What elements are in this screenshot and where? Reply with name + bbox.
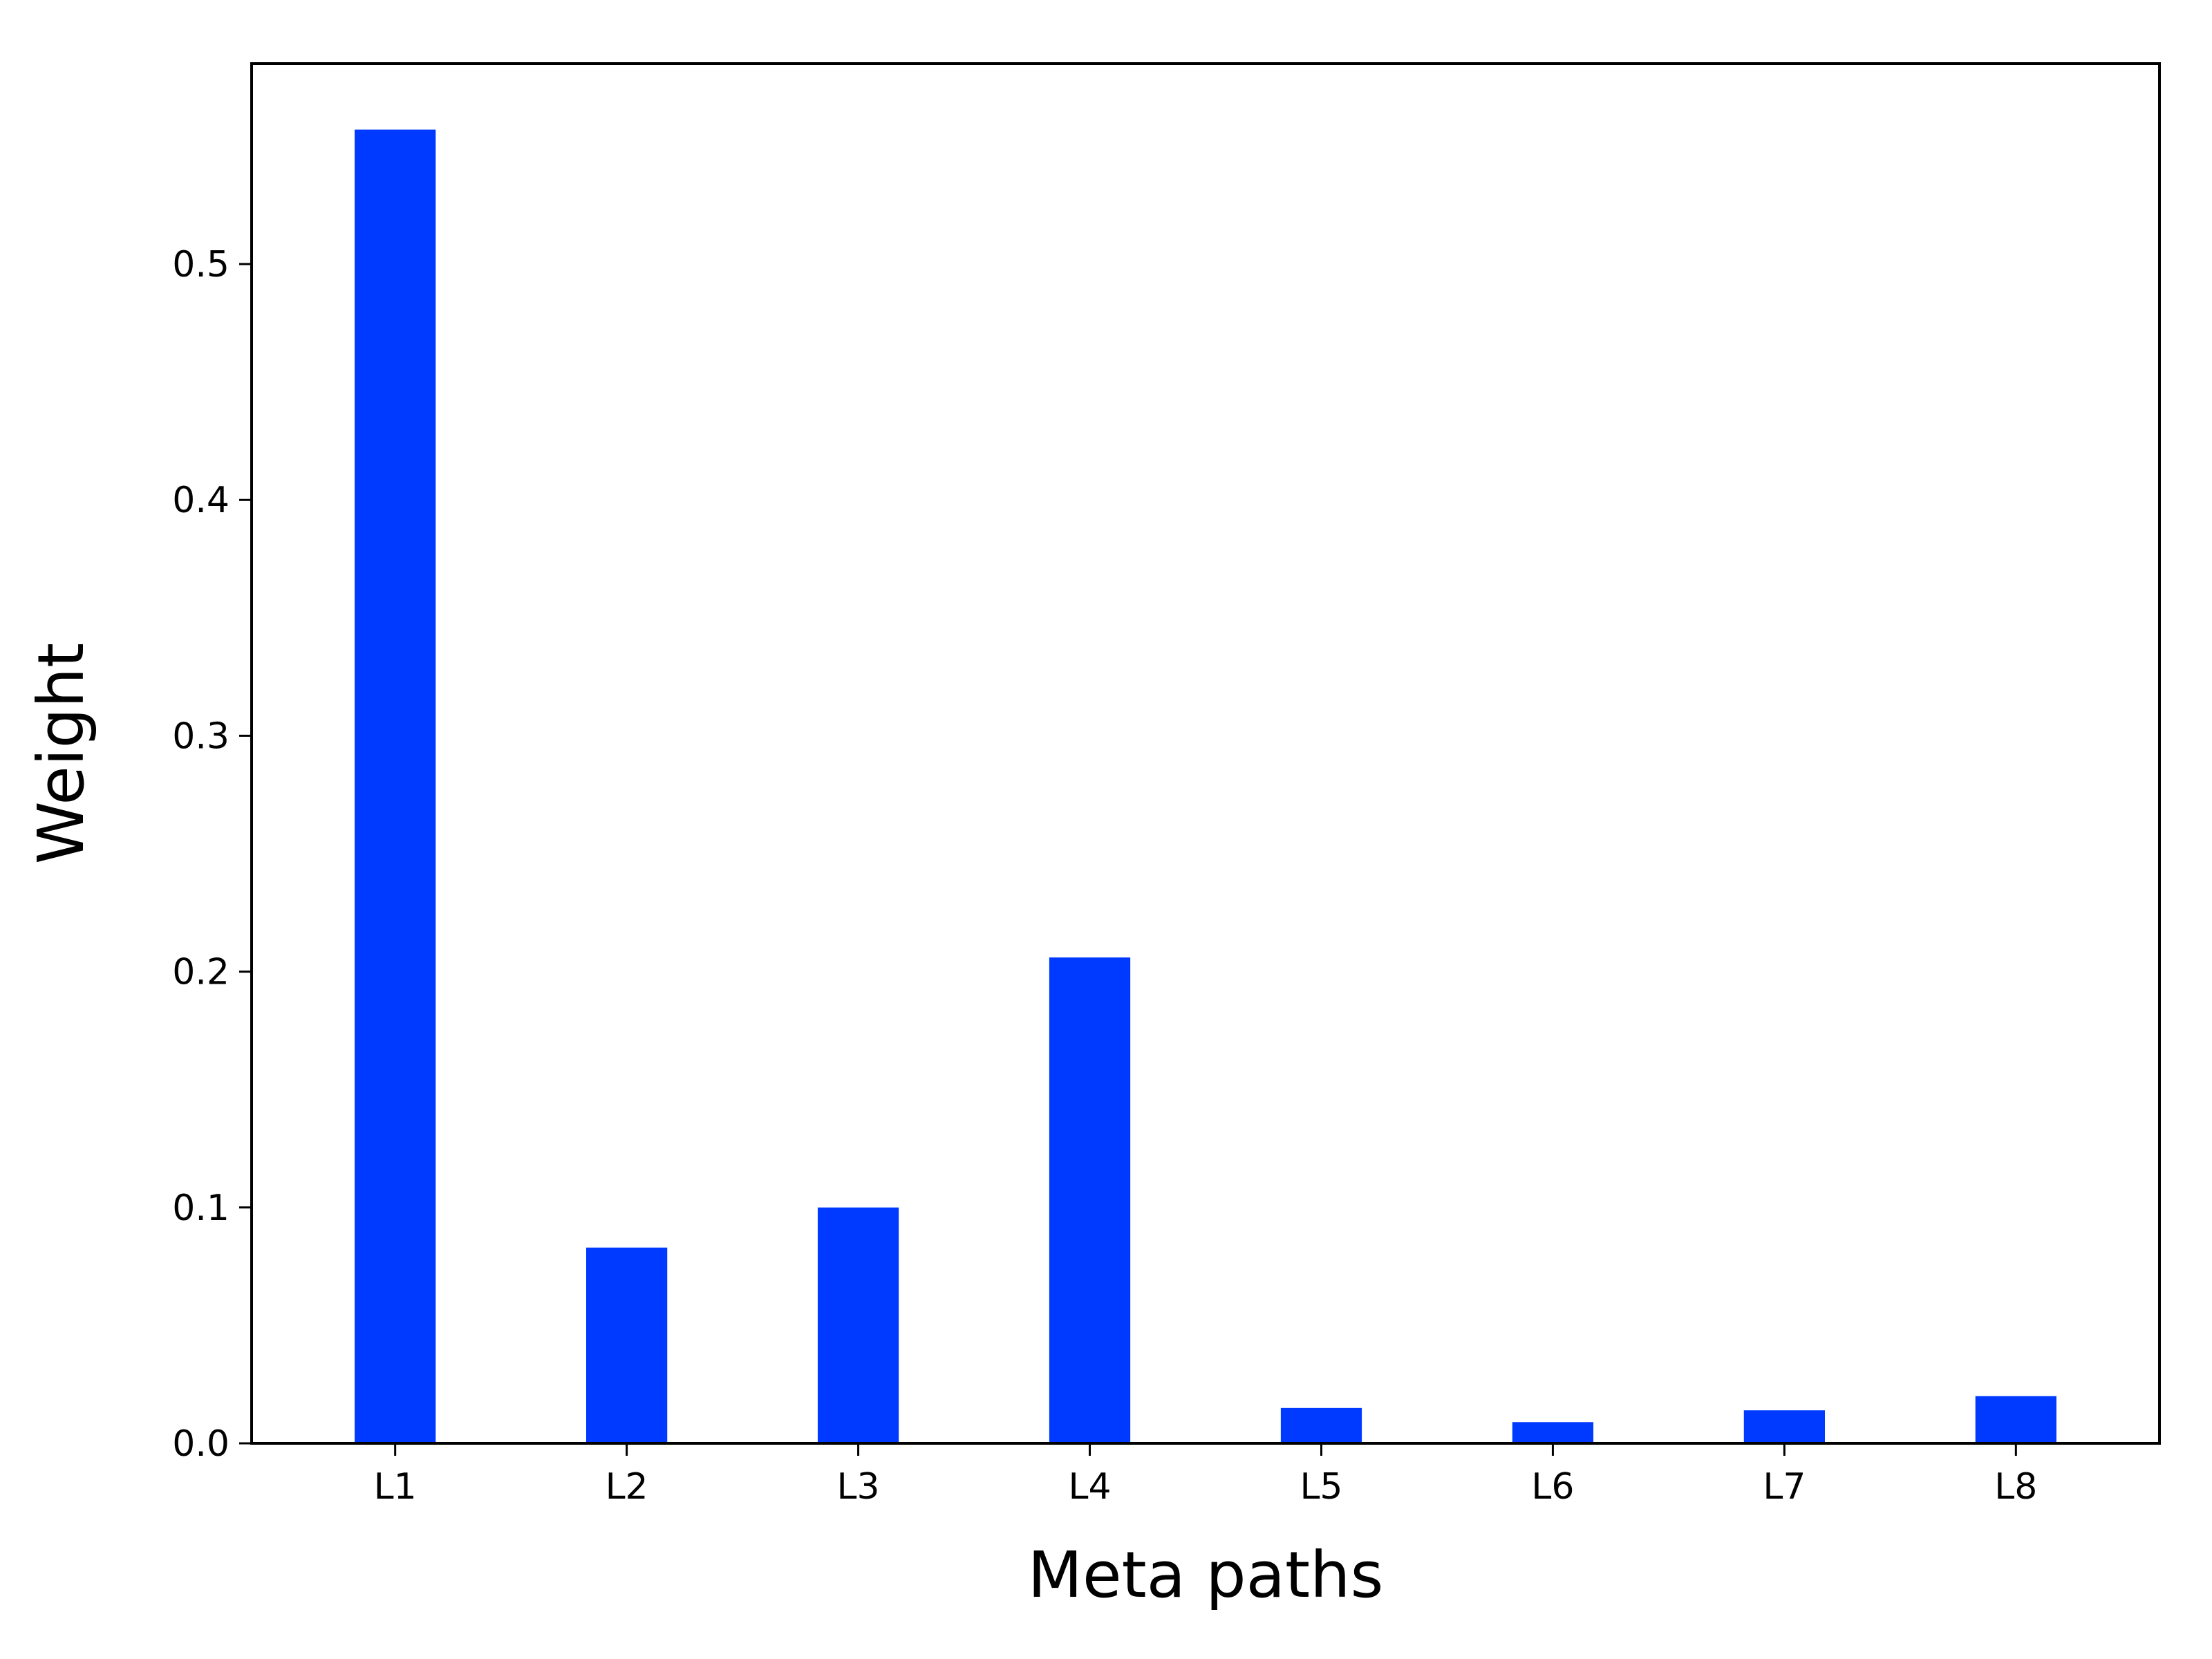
bar-l1 — [355, 129, 436, 1444]
bar-l7 — [1743, 1410, 1825, 1443]
bar-l6 — [1512, 1422, 1594, 1443]
x-tick-label: L7 — [1763, 1466, 1806, 1508]
bar-l5 — [1280, 1407, 1362, 1443]
x-tick-label: L8 — [1994, 1466, 2037, 1508]
y-tick-label: 0.1 — [172, 1188, 229, 1229]
bar-l4 — [1049, 957, 1131, 1443]
y-tick-label: 0.4 — [172, 480, 229, 521]
y-tick-label: 0.0 — [172, 1423, 229, 1465]
bar-l3 — [817, 1207, 899, 1443]
bars-group — [355, 129, 2056, 1444]
y-tick-label: 0.5 — [172, 244, 229, 285]
bar-l2 — [586, 1247, 668, 1443]
y-tick-label: 0.3 — [172, 715, 229, 757]
x-axis-label: Meta paths — [1028, 1538, 1384, 1612]
y-tick-label: 0.2 — [172, 952, 229, 993]
x-tick-label: L3 — [837, 1466, 880, 1508]
x-tick-label: L1 — [374, 1466, 417, 1508]
x-tick-label: L6 — [1531, 1466, 1574, 1508]
y-axis-label: Weight — [24, 643, 98, 865]
y-axis-ticks: 0.0 0.1 0.2 0.3 0.4 0.5 — [172, 244, 252, 1465]
x-tick-label: L4 — [1068, 1466, 1111, 1508]
plot-frame — [250, 62, 2161, 1445]
x-axis-ticks: L1 L2 L3 L4 L5 L6 L7 L8 — [374, 1443, 2037, 1508]
x-tick-label: L2 — [606, 1466, 648, 1508]
bar-l8 — [1975, 1396, 2056, 1443]
x-tick-label: L5 — [1300, 1466, 1342, 1508]
